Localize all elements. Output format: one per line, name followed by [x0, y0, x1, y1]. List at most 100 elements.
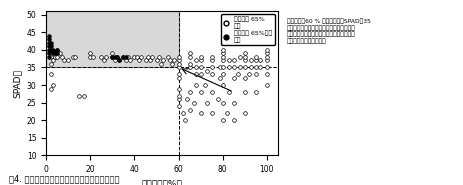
- Point: [69, 55, 76, 58]
- Point: [47, 62, 55, 65]
- Point: [263, 84, 270, 87]
- Point: [219, 119, 226, 122]
- Point: [175, 98, 182, 101]
- Point: [175, 76, 182, 79]
- Point: [87, 52, 94, 55]
- Point: [230, 101, 238, 104]
- Point: [146, 59, 154, 62]
- Point: [208, 73, 215, 76]
- Point: [263, 48, 270, 51]
- Point: [186, 52, 194, 55]
- Point: [248, 66, 255, 69]
- Point: [175, 94, 182, 97]
- Point: [208, 91, 215, 94]
- Point: [252, 66, 259, 69]
- Point: [197, 55, 204, 58]
- Point: [51, 52, 59, 55]
- Point: [47, 41, 55, 44]
- Point: [193, 59, 200, 62]
- Point: [237, 55, 244, 58]
- X-axis label: 籾黄化率（%）: 籾黄化率（%）: [142, 180, 182, 185]
- Point: [257, 66, 264, 69]
- Point: [225, 59, 233, 62]
- Point: [115, 59, 123, 62]
- Point: [214, 98, 222, 101]
- Point: [186, 108, 194, 111]
- Point: [157, 62, 165, 65]
- Point: [47, 45, 55, 48]
- Text: 籾黄化率が60 % 未満、止め葉SPAD値35
より大きい場合は、多肥栽培条件でダイレ
クトカット収穫に不適な高水分条件の飼料
イネの圃場が出てくる。: 籾黄化率が60 % 未満、止め葉SPAD値35 より大きい場合は、多肥栽培条件で…: [287, 18, 371, 44]
- Text: 図4. 飼料イネの籾黄化率と止め葉葉色値の関係: 図4. 飼料イネの籾黄化率と止め葉葉色値の関係: [9, 174, 120, 183]
- Point: [230, 66, 238, 69]
- Point: [126, 59, 134, 62]
- Point: [51, 55, 59, 58]
- Point: [175, 87, 182, 90]
- Point: [71, 55, 79, 58]
- Bar: [46, 11, 179, 67]
- Point: [166, 59, 174, 62]
- Point: [98, 55, 105, 58]
- Point: [252, 73, 259, 76]
- Point: [45, 48, 52, 51]
- Point: [120, 55, 127, 58]
- Point: [111, 59, 119, 62]
- Point: [219, 84, 226, 87]
- Point: [47, 87, 55, 90]
- Point: [190, 101, 198, 104]
- Point: [252, 55, 259, 58]
- Point: [49, 84, 56, 87]
- Legend: 水分含量 65%
以下, 水分含量 65%より
高い: 水分含量 65% 以下, 水分含量 65%より 高い: [221, 14, 275, 45]
- Point: [87, 55, 94, 58]
- Point: [234, 73, 242, 76]
- Point: [45, 45, 52, 48]
- Point: [263, 73, 270, 76]
- Point: [197, 59, 204, 62]
- Point: [142, 59, 149, 62]
- Point: [193, 66, 200, 69]
- Point: [263, 52, 270, 55]
- Point: [208, 112, 215, 115]
- Point: [131, 55, 138, 58]
- Point: [138, 55, 145, 58]
- Point: [179, 112, 187, 115]
- Point: [175, 66, 182, 69]
- Point: [263, 55, 270, 58]
- Point: [186, 62, 194, 65]
- Point: [219, 59, 226, 62]
- Point: [47, 55, 55, 58]
- Point: [49, 48, 56, 51]
- Point: [58, 55, 65, 58]
- Point: [230, 59, 238, 62]
- Point: [204, 69, 211, 72]
- Point: [248, 59, 255, 62]
- Point: [204, 101, 211, 104]
- Point: [252, 91, 259, 94]
- Point: [217, 76, 224, 79]
- Point: [219, 73, 226, 76]
- Point: [164, 55, 171, 58]
- Point: [219, 55, 226, 58]
- Point: [241, 59, 249, 62]
- Point: [208, 59, 215, 62]
- Point: [54, 48, 61, 51]
- Point: [225, 91, 233, 94]
- Point: [193, 84, 200, 87]
- Point: [122, 59, 129, 62]
- Point: [120, 55, 127, 58]
- Point: [230, 76, 238, 79]
- Point: [60, 59, 68, 62]
- Point: [197, 73, 204, 76]
- Point: [208, 66, 215, 69]
- Point: [49, 59, 56, 62]
- Point: [111, 55, 119, 58]
- Point: [230, 119, 238, 122]
- Point: [186, 66, 194, 69]
- Point: [241, 112, 249, 115]
- Point: [124, 55, 131, 58]
- Point: [197, 91, 204, 94]
- Point: [181, 119, 189, 122]
- Point: [144, 55, 151, 58]
- Point: [186, 55, 194, 58]
- Point: [175, 73, 182, 76]
- Point: [217, 66, 224, 69]
